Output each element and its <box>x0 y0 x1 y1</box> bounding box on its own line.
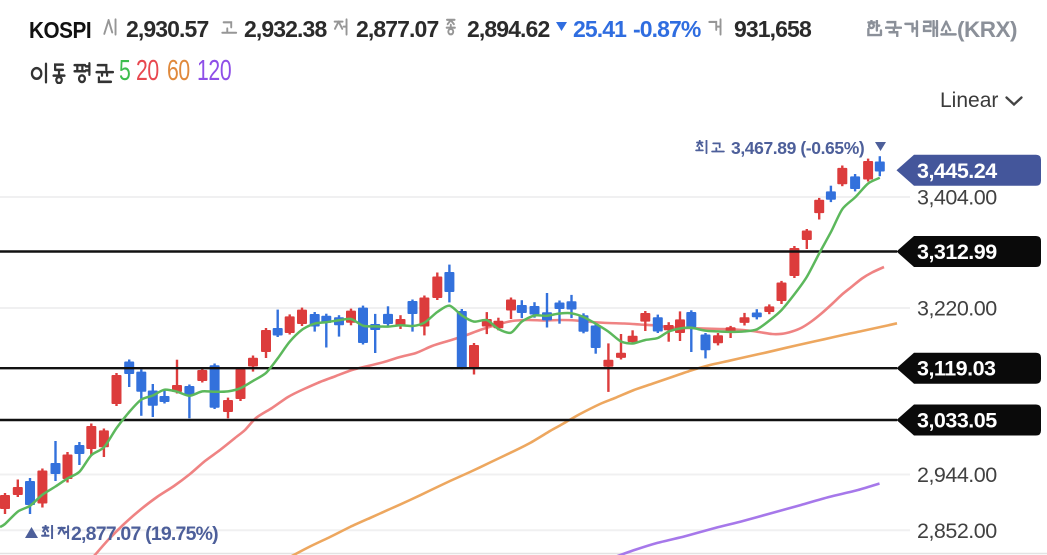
svg-text:3,119.03: 3,119.03 <box>917 357 996 381</box>
svg-text:3,220.00: 3,220.00 <box>917 297 997 321</box>
svg-text:2,944.00: 2,944.00 <box>917 463 997 487</box>
svg-text:3,445.24: 3,445.24 <box>917 159 997 183</box>
svg-text:3,312.99: 3,312.99 <box>917 240 997 264</box>
svg-text:2,852.00: 2,852.00 <box>917 519 997 543</box>
svg-text:3,404.00: 3,404.00 <box>917 186 997 210</box>
svg-text:3,033.05: 3,033.05 <box>917 409 997 433</box>
